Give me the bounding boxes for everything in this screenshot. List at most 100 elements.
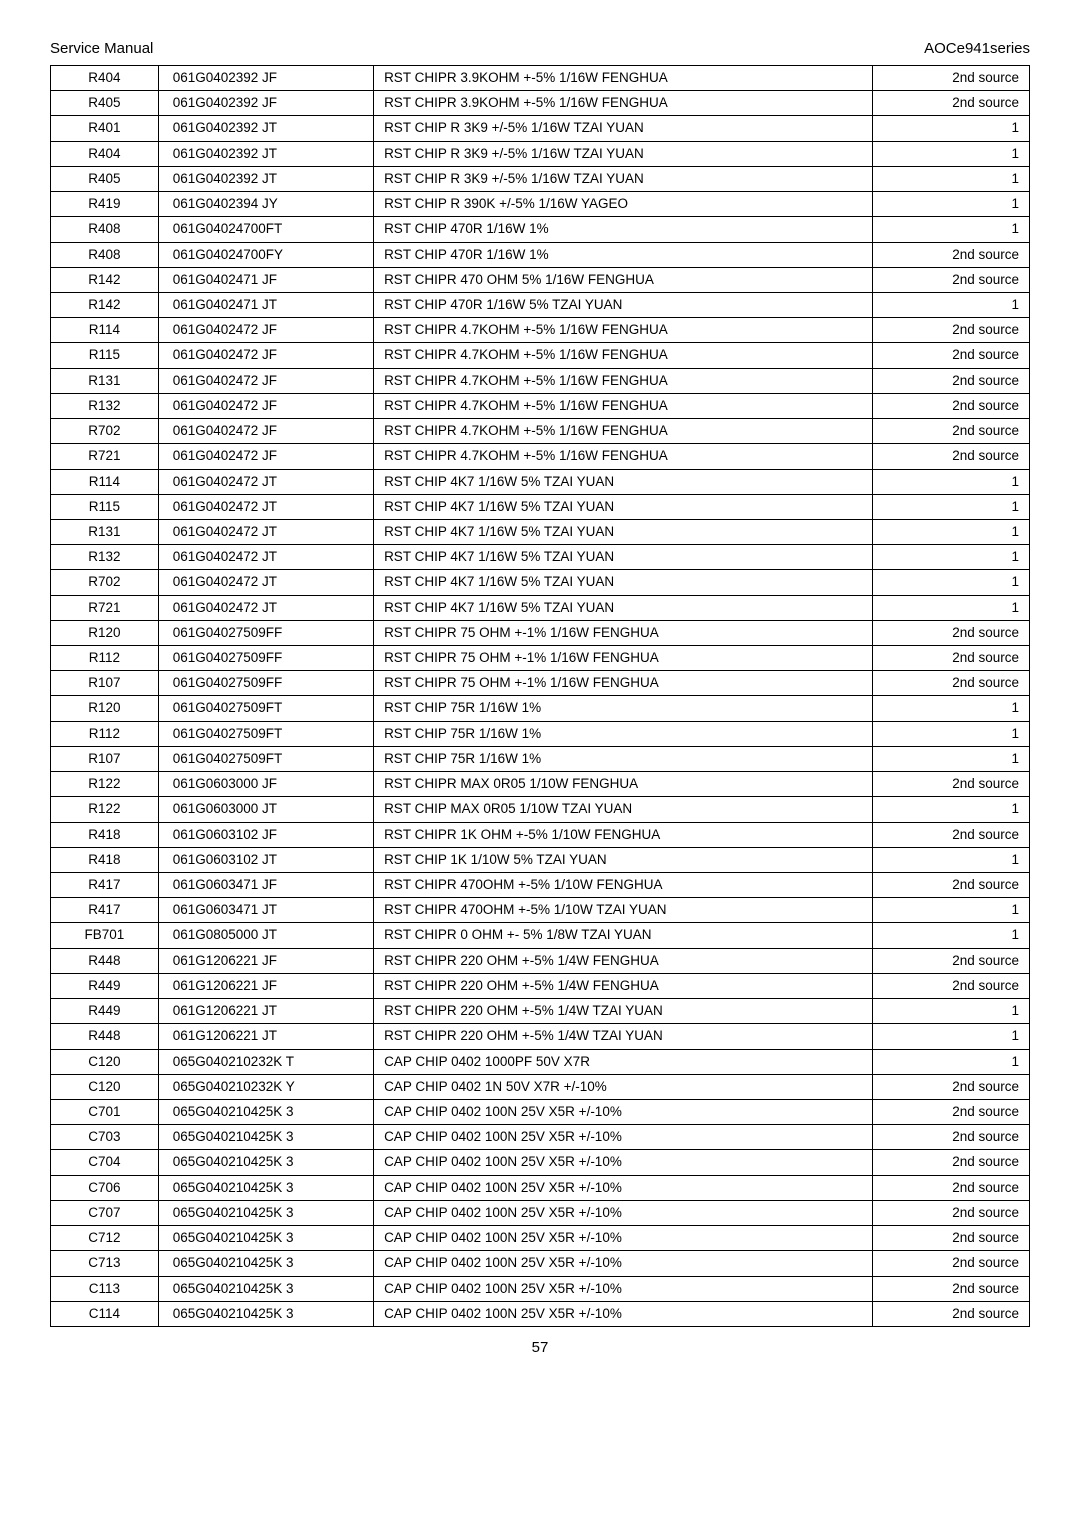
cell-desc: RST CHIPR 3.9KOHM +-5% 1/16W FENGHUA [374,66,873,91]
table-row: R112061G04027509FFRST CHIPR 75 OHM +-1% … [51,646,1030,671]
cell-desc: RST CHIP 75R 1/16W 1% [374,696,873,721]
cell-part: 061G0402392 JF [158,66,373,91]
table-row: R131061G0402472 JFRST CHIPR 4.7KOHM +-5%… [51,368,1030,393]
cell-src: 1 [873,847,1030,872]
table-row: R120061G04027509FFRST CHIPR 75 OHM +-1% … [51,620,1030,645]
table-row: R132061G0402472 JTRST CHIP 4K7 1/16W 5% … [51,545,1030,570]
cell-ref: R449 [51,999,159,1024]
table-row: R114061G0402472 JFRST CHIPR 4.7KOHM +-5%… [51,318,1030,343]
table-row: FB701061G0805000 JTRST CHIPR 0 OHM +- 5%… [51,923,1030,948]
cell-desc: RST CHIPR 220 OHM +-5% 1/4W FENGHUA [374,948,873,973]
cell-src: 2nd source [873,343,1030,368]
cell-src: 1 [873,217,1030,242]
cell-ref: R132 [51,545,159,570]
table-row: R120061G04027509FTRST CHIP 75R 1/16W 1%1 [51,696,1030,721]
cell-desc: RST CHIP 1K 1/10W 5% TZAI YUAN [374,847,873,872]
table-row: R418061G0603102 JFRST CHIPR 1K OHM +-5% … [51,822,1030,847]
cell-desc: RST CHIPR 4.7KOHM +-5% 1/16W FENGHUA [374,393,873,418]
cell-src: 1 [873,469,1030,494]
cell-desc: CAP CHIP 0402 1000PF 50V X7R [374,1049,873,1074]
table-row: R449061G1206221 JFRST CHIPR 220 OHM +-5%… [51,973,1030,998]
cell-desc: RST CHIP MAX 0R05 1/10W TZAI YUAN [374,797,873,822]
cell-ref: R404 [51,141,159,166]
cell-ref: C713 [51,1251,159,1276]
cell-ref: C707 [51,1200,159,1225]
cell-desc: CAP CHIP 0402 1N 50V X7R +/-10% [374,1074,873,1099]
cell-ref: R122 [51,797,159,822]
cell-ref: R448 [51,1024,159,1049]
cell-desc: RST CHIPR 4.7KOHM +-5% 1/16W FENGHUA [374,419,873,444]
cell-desc: RST CHIPR 0 OHM +- 5% 1/8W TZAI YUAN [374,923,873,948]
cell-part: 065G040210425K 3 [158,1150,373,1175]
table-row: R448061G1206221 JTRST CHIPR 220 OHM +-5%… [51,1024,1030,1049]
table-row: R132061G0402472 JFRST CHIPR 4.7KOHM +-5%… [51,393,1030,418]
cell-src: 2nd source [873,1276,1030,1301]
parts-table: R404061G0402392 JFRST CHIPR 3.9KOHM +-5%… [50,65,1030,1327]
cell-ref: R142 [51,267,159,292]
cell-desc: RST CHIPR 4.7KOHM +-5% 1/16W FENGHUA [374,343,873,368]
cell-src: 1 [873,141,1030,166]
cell-ref: R405 [51,166,159,191]
cell-desc: RST CHIPR 1K OHM +-5% 1/10W FENGHUA [374,822,873,847]
cell-desc: RST CHIP R 3K9 +/-5% 1/16W TZAI YUAN [374,141,873,166]
cell-src: 1 [873,116,1030,141]
cell-part: 061G0402471 JT [158,292,373,317]
cell-ref: C701 [51,1099,159,1124]
cell-ref: R112 [51,646,159,671]
cell-src: 2nd source [873,368,1030,393]
cell-part: 061G04027509FF [158,671,373,696]
cell-ref: R721 [51,444,159,469]
table-row: C707065G040210425K 3CAP CHIP 0402 100N 2… [51,1200,1030,1225]
cell-part: 061G0603471 JT [158,898,373,923]
cell-part: 061G0402472 JF [158,343,373,368]
cell-part: 061G0402472 JT [158,545,373,570]
cell-desc: CAP CHIP 0402 100N 25V X5R +/-10% [374,1251,873,1276]
table-row: R405061G0402392 JFRST CHIPR 3.9KOHM +-5%… [51,91,1030,116]
cell-desc: RST CHIPR 220 OHM +-5% 1/4W TZAI YUAN [374,999,873,1024]
cell-part: 061G1206221 JT [158,999,373,1024]
cell-desc: RST CHIPR 4.7KOHM +-5% 1/16W FENGHUA [374,444,873,469]
cell-ref: R404 [51,66,159,91]
table-row: C120065G040210232K YCAP CHIP 0402 1N 50V… [51,1074,1030,1099]
cell-part: 061G0402472 JF [158,393,373,418]
cell-desc: RST CHIP 470R 1/16W 1% [374,242,873,267]
cell-desc: RST CHIP 470R 1/16W 1% [374,217,873,242]
table-row: R115061G0402472 JFRST CHIPR 4.7KOHM +-5%… [51,343,1030,368]
table-row: R449061G1206221 JTRST CHIPR 220 OHM +-5%… [51,999,1030,1024]
cell-src: 2nd source [873,671,1030,696]
cell-ref: R122 [51,772,159,797]
cell-part: 065G040210425K 3 [158,1200,373,1225]
cell-src: 2nd source [873,1226,1030,1251]
cell-part: 061G04024700FY [158,242,373,267]
table-row: R404061G0402392 JFRST CHIPR 3.9KOHM +-5%… [51,66,1030,91]
page-header: Service Manual AOCe941series [50,40,1030,57]
cell-desc: RST CHIP R 3K9 +/-5% 1/16W TZAI YUAN [374,116,873,141]
cell-ref: R107 [51,671,159,696]
cell-part: 061G0603000 JT [158,797,373,822]
cell-part: 061G04027509FT [158,696,373,721]
cell-ref: R721 [51,595,159,620]
cell-desc: RST CHIPR 75 OHM +-1% 1/16W FENGHUA [374,671,873,696]
cell-part: 061G0603102 JF [158,822,373,847]
cell-part: 065G040210425K 3 [158,1226,373,1251]
table-row: C712065G040210425K 3CAP CHIP 0402 100N 2… [51,1226,1030,1251]
cell-part: 061G04024700FT [158,217,373,242]
cell-desc: CAP CHIP 0402 100N 25V X5R +/-10% [374,1200,873,1225]
cell-src: 2nd source [873,772,1030,797]
cell-src: 2nd source [873,1150,1030,1175]
cell-part: 061G04027509FF [158,620,373,645]
cell-desc: RST CHIP 470R 1/16W 5% TZAI YUAN [374,292,873,317]
cell-desc: CAP CHIP 0402 100N 25V X5R +/-10% [374,1301,873,1326]
table-row: R405061G0402392 JTRST CHIP R 3K9 +/-5% 1… [51,166,1030,191]
cell-src: 1 [873,292,1030,317]
cell-part: 065G040210425K 3 [158,1125,373,1150]
cell-part: 065G040210425K 3 [158,1099,373,1124]
cell-src: 1 [873,494,1030,519]
cell-ref: R115 [51,494,159,519]
cell-src: 2nd source [873,873,1030,898]
cell-src: 2nd source [873,973,1030,998]
cell-part: 061G0402392 JF [158,91,373,116]
cell-src: 1 [873,797,1030,822]
cell-ref: C703 [51,1125,159,1150]
cell-src: 1 [873,923,1030,948]
